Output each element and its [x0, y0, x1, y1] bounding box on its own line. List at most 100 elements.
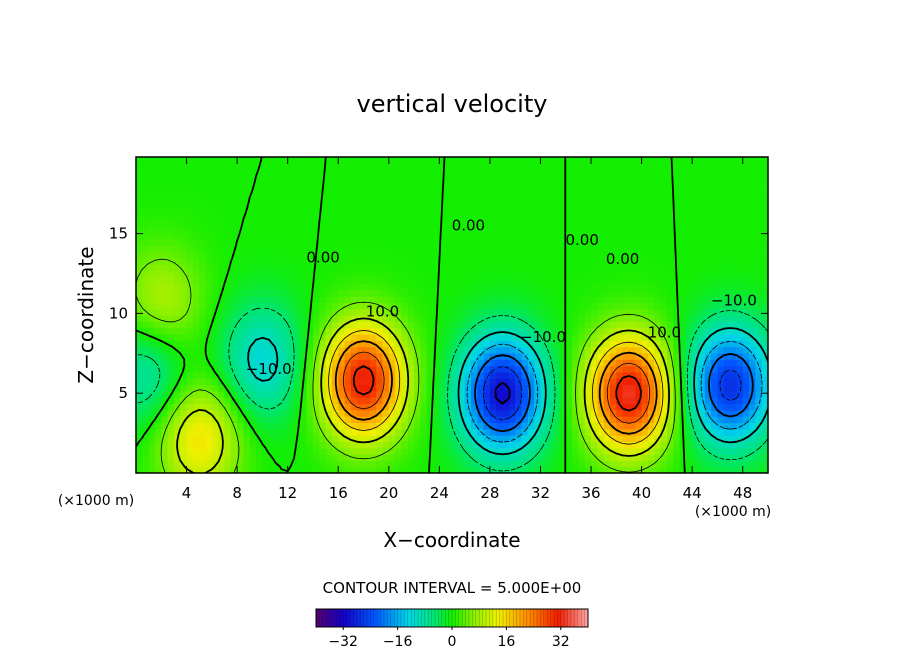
heatmap-cell — [401, 308, 409, 316]
heatmap-cell — [679, 333, 687, 341]
heatmap-cell — [654, 169, 662, 177]
heatmap-cell — [300, 403, 308, 411]
heatmap-cell — [275, 466, 282, 473]
heatmap-cell — [477, 390, 485, 398]
heatmap-cell — [306, 232, 314, 240]
heatmap-cell — [679, 213, 687, 221]
heatmap-cell — [761, 454, 768, 461]
heatmap-cell — [616, 270, 624, 278]
heatmap-cell — [515, 409, 523, 417]
heatmap-cell — [357, 277, 365, 284]
heatmap-cell — [294, 188, 301, 196]
heatmap-cell — [142, 327, 150, 335]
heatmap-cell — [281, 277, 289, 284]
heatmap-cell — [268, 315, 276, 322]
heatmap-cell — [420, 277, 428, 284]
heatmap-cell — [275, 239, 282, 247]
heatmap-cell — [711, 296, 719, 303]
heatmap-cell — [407, 378, 415, 386]
heatmap-cell — [584, 428, 592, 436]
heatmap-cell — [730, 207, 737, 215]
heatmap-cell — [565, 207, 573, 215]
heatmap-cell — [679, 289, 687, 297]
heatmap-cell — [534, 327, 542, 335]
heatmap-cell — [654, 454, 662, 461]
heatmap-cell — [420, 422, 428, 430]
heatmap-cell — [553, 454, 561, 461]
heatmap-cell — [237, 245, 245, 253]
heatmap-cell — [540, 188, 548, 196]
heatmap-cell — [749, 447, 756, 455]
heatmap-cell — [363, 289, 371, 297]
heatmap-cell — [287, 346, 295, 354]
heatmap-cell — [616, 346, 624, 354]
heatmap-cell — [515, 371, 523, 379]
heatmap-cell — [294, 384, 301, 392]
heatmap-cell — [243, 239, 251, 247]
heatmap-cell — [325, 308, 333, 316]
heatmap-cell — [553, 188, 561, 196]
heatmap-cell — [458, 277, 466, 284]
heatmap-cell — [439, 352, 447, 360]
heatmap-cell — [553, 428, 561, 436]
heatmap-cell — [685, 447, 693, 455]
heatmap-cell — [736, 182, 744, 190]
heatmap-cell — [635, 435, 643, 442]
heatmap-cell — [350, 157, 358, 164]
heatmap-cell — [666, 327, 674, 335]
heatmap-cell — [508, 245, 516, 253]
heatmap-cell — [527, 315, 535, 322]
heatmap-cell — [458, 201, 466, 209]
heatmap-cell — [230, 207, 238, 215]
heatmap-cell — [692, 422, 700, 430]
heatmap-cell — [275, 182, 282, 190]
heatmap-cell — [325, 175, 333, 183]
heatmap-cell — [420, 416, 428, 424]
heatmap-cell — [565, 182, 573, 190]
heatmap-cell — [730, 245, 737, 253]
heatmap-cell — [388, 258, 396, 266]
heatmap-cell — [243, 163, 251, 171]
heatmap-cell — [616, 365, 624, 373]
heatmap-cell — [426, 289, 434, 297]
heatmap-cell — [211, 378, 219, 386]
heatmap-cell — [161, 315, 169, 322]
heatmap-cell — [647, 169, 655, 177]
heatmap-cell — [496, 315, 504, 322]
heatmap-cell — [647, 163, 655, 171]
heatmap-cell — [439, 321, 447, 329]
heatmap-cell — [584, 213, 592, 221]
heatmap-cell — [572, 340, 579, 348]
heatmap-cell — [711, 283, 719, 291]
heatmap-cell — [723, 245, 731, 253]
heatmap-cell — [211, 397, 219, 405]
heatmap-cell — [730, 365, 737, 373]
heatmap-cell — [287, 245, 295, 253]
heatmap-cell — [641, 169, 649, 177]
heatmap-cell — [616, 194, 624, 202]
heatmap-cell — [344, 258, 352, 266]
heatmap-cell — [553, 447, 561, 455]
heatmap-cell — [742, 220, 750, 228]
heatmap-cell — [673, 340, 681, 348]
heatmap-cell — [483, 308, 491, 316]
heatmap-cell — [376, 384, 384, 392]
heatmap-cell — [426, 163, 434, 171]
heatmap-cell — [584, 447, 592, 455]
heatmap-cell — [559, 340, 567, 348]
heatmap-cell — [395, 378, 403, 386]
heatmap-cell — [553, 390, 561, 398]
heatmap-cell — [685, 169, 693, 177]
heatmap-cell — [420, 239, 428, 247]
heatmap-cell — [527, 447, 535, 455]
heatmap-cell — [666, 422, 674, 430]
heatmap-cell — [338, 340, 346, 348]
heatmap-cell — [205, 277, 213, 284]
heatmap-cell — [755, 207, 763, 215]
heatmap-cell — [515, 327, 523, 335]
heatmap-cell — [218, 390, 226, 398]
heatmap-cell — [268, 226, 276, 234]
heatmap-cell — [483, 352, 491, 360]
heatmap-cell — [660, 416, 668, 424]
heatmap-cell — [306, 371, 314, 379]
